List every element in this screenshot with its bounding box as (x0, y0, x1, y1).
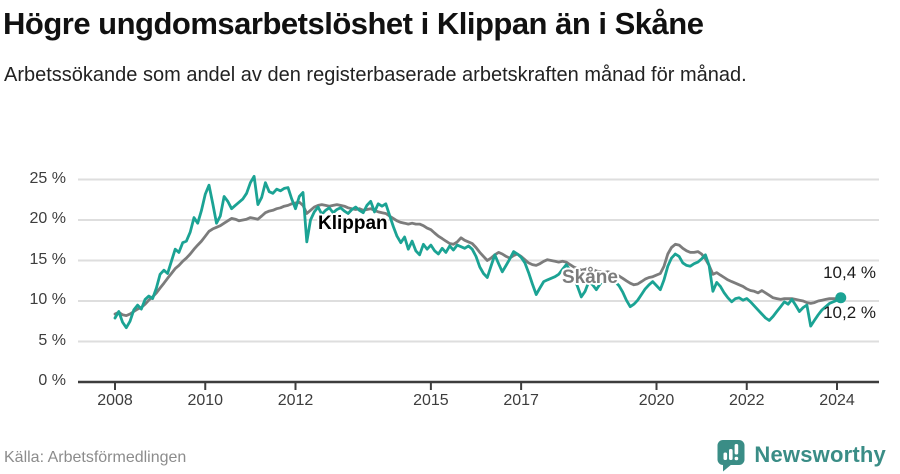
y-axis-tick-label: 0 % (38, 372, 66, 389)
source-credit: Källa: Arbetsförmedlingen (4, 449, 187, 466)
klippan-end-value-label: 10,4 % (823, 263, 876, 282)
newsworthy-wordmark: Newsworthy (754, 442, 886, 467)
skne-line (113, 200, 843, 318)
x-axis-tick-label: 2008 (97, 392, 133, 409)
x-axis-tick-label: 2022 (728, 392, 765, 409)
y-axis-tick-label: 15 % (29, 250, 66, 268)
y-axis-tick-label: 20 % (29, 210, 66, 227)
skane-series-label: Skåne (562, 267, 618, 288)
x-axis-tick-label: 2020 (638, 392, 675, 409)
chart-title: Högre ungdomsarbetslöshet i Klippan än i… (3, 6, 704, 41)
x-axis-tick-label: 2017 (503, 392, 539, 409)
newsworthy-logo: Newsworthy (716, 438, 886, 472)
x-axis-tick-label: 2015 (413, 392, 449, 409)
x-axis-tick-label: 2024 (819, 392, 855, 409)
skane-end-value-label: 10,2 % (823, 303, 876, 322)
klippan-series-label: Klippan (318, 213, 388, 234)
latest-value-dot (835, 292, 847, 304)
chart-subtitle: Arbetssökande som andel av den registerb… (4, 64, 747, 86)
newsworthy-chart-bubble-icon (717, 440, 745, 472)
y-axis-tick-label: 10 % (29, 291, 66, 308)
x-axis-tick-label: 2010 (187, 392, 224, 409)
klippan-line (113, 174, 843, 330)
y-axis-tick-label: 5 % (38, 331, 66, 349)
y-axis-tick-label: 25 % (29, 169, 66, 187)
x-axis-tick-label: 2012 (277, 392, 314, 409)
